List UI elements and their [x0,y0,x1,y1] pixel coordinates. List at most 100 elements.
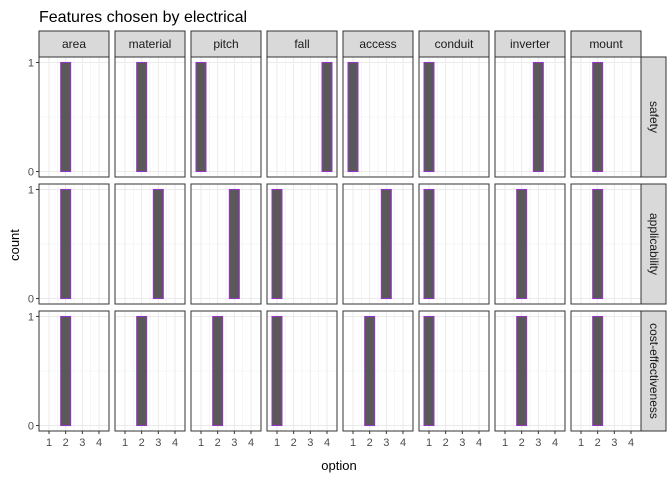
bar-material-cost-effectiveness-option-2 [136,315,148,427]
x-tick-label: 2 [139,437,145,449]
panel-border [266,310,338,432]
x-tick-label: 3 [611,437,617,449]
x-tick-label: 1 [578,437,584,449]
bar-conduit-safety-option-1 [423,61,435,173]
panel-border [114,183,186,305]
x-tick-label: 3 [535,437,541,449]
x-tick-label: 1 [502,437,508,449]
panel-mount-cost-effectiveness [570,310,642,432]
x-tick-label: 3 [307,437,313,449]
x-tick-label: 4 [400,437,406,449]
panel-border [190,310,262,432]
panel-border [418,310,490,432]
y-tick-label: 0 [28,167,34,179]
strip-label-mount: mount [589,37,623,51]
bar-pitch-safety-option-1 [195,61,207,173]
panel-border [342,183,414,305]
bar-mount-cost-effectiveness-option-2 [592,315,604,427]
panel-mount-safety [570,56,642,178]
panel-material-safety [114,56,186,178]
panel-inverter-cost-effectiveness [494,310,566,432]
bar-area-applicability-option-2 [60,188,72,300]
panel-border [418,56,490,178]
panel-pitch-cost-effectiveness [190,310,262,432]
bar-pitch-applicability-option-3 [228,188,240,300]
row-strip-label-safety: safety [647,101,661,133]
panel-border [266,183,338,305]
x-tick-label: 3 [383,437,389,449]
x-tick-label: 1 [350,437,356,449]
panel-pitch-safety [190,56,262,178]
panel-border [342,310,414,432]
panel-border [570,310,642,432]
panel-border [190,183,262,305]
panel-border [266,56,338,178]
strip-label-material: material [129,37,172,51]
x-tick-label: 4 [476,437,482,449]
bar-material-applicability-option-3 [152,188,164,300]
bar-conduit-applicability-option-1 [423,188,435,300]
panel-border [570,183,642,305]
x-tick-label: 1 [274,437,280,449]
x-tick-label: 2 [595,437,601,449]
panel-border [418,183,490,305]
strip-label-conduit: conduit [435,37,474,51]
strip-area [38,30,110,58]
panel-border [494,56,566,178]
x-tick-label: 3 [155,437,161,449]
panel-fall-safety [266,56,338,178]
x-tick-label: 2 [63,437,69,449]
panel-area-applicability [38,183,110,305]
strip-mount [570,30,642,58]
y-tick-label: 1 [28,311,34,323]
strip-material [114,30,186,58]
panel-border [494,310,566,432]
bar-fall-cost-effectiveness-option-1 [271,315,283,427]
bar-material-safety-option-2 [136,61,148,173]
panel-material-cost-effectiveness [114,310,186,432]
panel-border [494,183,566,305]
y-axis-title: count [7,229,22,261]
row-strip-applicability [639,183,667,305]
strip-label-access: access [359,37,396,51]
bar-pitch-cost-effectiveness-option-2 [212,315,224,427]
x-tick-label: 1 [198,437,204,449]
panel-access-safety [342,56,414,178]
bar-fall-safety-option-4 [321,61,333,173]
strip-label-pitch: pitch [213,37,238,51]
panel-area-safety [38,56,110,178]
x-tick-label: 3 [79,437,85,449]
row-strip-label-applicability: applicability [647,213,661,275]
panel-access-applicability [342,183,414,305]
x-tick-label: 3 [459,437,465,449]
panel-border [114,56,186,178]
row-strip-label-cost-effectiveness: cost-effectiveness [647,323,661,419]
x-tick-label: 4 [324,437,330,449]
x-tick-label: 4 [628,437,634,449]
bar-area-cost-effectiveness-option-2 [60,315,72,427]
panels-layer: area material pitch fall access conduit invert… [28,30,667,449]
x-axis-title: option [321,458,356,473]
y-tick-label: 1 [28,184,34,196]
bar-conduit-cost-effectiveness-option-1 [423,315,435,427]
bar-inverter-safety-option-3 [532,61,544,173]
chart-title: Features chosen by electrical [39,9,247,26]
panel-conduit-cost-effectiveness [418,310,490,432]
panel-border [38,183,110,305]
x-tick-label: 1 [46,437,52,449]
x-tick-label: 4 [552,437,558,449]
panel-access-cost-effectiveness [342,310,414,432]
strip-label-fall: fall [294,37,309,51]
y-tick-label: 0 [28,421,34,433]
bar-mount-applicability-option-2 [592,188,604,300]
bar-inverter-applicability-option-2 [516,188,528,300]
x-tick-label: 2 [519,437,525,449]
x-tick-label: 2 [367,437,373,449]
x-tick-label: 1 [426,437,432,449]
panel-mount-applicability [570,183,642,305]
panel-border [38,310,110,432]
panel-conduit-safety [418,56,490,178]
bar-area-safety-option-2 [60,61,72,173]
y-tick-label: 1 [28,57,34,69]
panel-pitch-applicability [190,183,262,305]
